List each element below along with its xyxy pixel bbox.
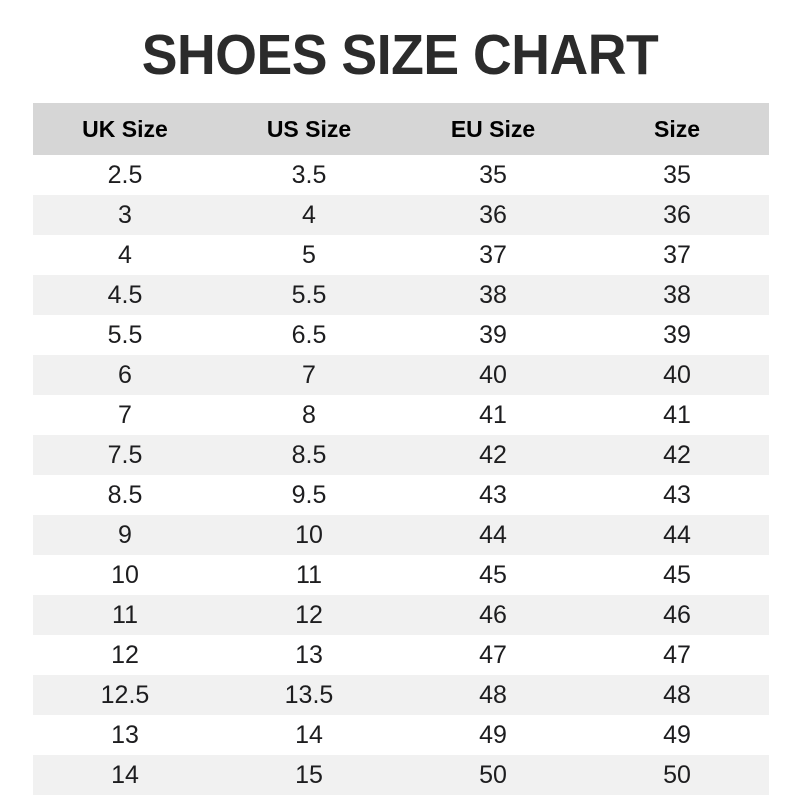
cell-size: 47 (585, 635, 769, 675)
cell-uk-size: 9 (33, 515, 217, 555)
table-row: 14 15 50 50 (33, 755, 769, 795)
cell-eu-size: 40 (401, 355, 585, 395)
table-row: 12 13 47 47 (33, 635, 769, 675)
cell-size: 38 (585, 275, 769, 315)
cell-uk-size: 10 (33, 555, 217, 595)
cell-uk-size: 4.5 (33, 275, 217, 315)
cell-eu-size: 38 (401, 275, 585, 315)
cell-size: 36 (585, 195, 769, 235)
cell-us-size: 13.5 (217, 675, 401, 715)
cell-eu-size: 44 (401, 515, 585, 555)
table-row: 3 4 36 36 (33, 195, 769, 235)
cell-size: 42 (585, 435, 769, 475)
cell-size: 37 (585, 235, 769, 275)
cell-uk-size: 11 (33, 595, 217, 635)
cell-size: 43 (585, 475, 769, 515)
page-title: SHOES SIZE CHART (141, 23, 659, 87)
table-row: 7.5 8.5 42 42 (33, 435, 769, 475)
cell-uk-size: 14 (33, 755, 217, 795)
table-row: 4 5 37 37 (33, 235, 769, 275)
cell-uk-size: 6 (33, 355, 217, 395)
cell-size: 49 (585, 715, 769, 755)
cell-us-size: 3.5 (217, 155, 401, 195)
cell-eu-size: 43 (401, 475, 585, 515)
cell-us-size: 4 (217, 195, 401, 235)
table-row: 9 10 44 44 (33, 515, 769, 555)
cell-uk-size: 7.5 (33, 435, 217, 475)
cell-size: 44 (585, 515, 769, 555)
column-header-size: Size (585, 103, 769, 155)
shoes-size-table: UK Size US Size EU Size Size 2.5 3.5 35 35 3… (33, 103, 769, 795)
table-row: 8.5 9.5 43 43 (33, 475, 769, 515)
cell-uk-size: 12.5 (33, 675, 217, 715)
table-row: 5.5 6.5 39 39 (33, 315, 769, 355)
cell-uk-size: 3 (33, 195, 217, 235)
cell-eu-size: 49 (401, 715, 585, 755)
table-row: 4.5 5.5 38 38 (33, 275, 769, 315)
cell-us-size: 7 (217, 355, 401, 395)
cell-uk-size: 7 (33, 395, 217, 435)
cell-eu-size: 45 (401, 555, 585, 595)
cell-size: 50 (585, 755, 769, 795)
cell-us-size: 5.5 (217, 275, 401, 315)
table-row: 2.5 3.5 35 35 (33, 155, 769, 195)
cell-eu-size: 42 (401, 435, 585, 475)
cell-us-size: 15 (217, 755, 401, 795)
cell-us-size: 6.5 (217, 315, 401, 355)
cell-uk-size: 5.5 (33, 315, 217, 355)
table-row: 13 14 49 49 (33, 715, 769, 755)
table-row: 6 7 40 40 (33, 355, 769, 395)
cell-us-size: 10 (217, 515, 401, 555)
cell-us-size: 11 (217, 555, 401, 595)
column-header-uk-size: UK Size (33, 103, 217, 155)
cell-eu-size: 41 (401, 395, 585, 435)
column-header-eu-size: EU Size (401, 103, 585, 155)
table-row: 7 8 41 41 (33, 395, 769, 435)
cell-us-size: 8.5 (217, 435, 401, 475)
table-header-row: UK Size US Size EU Size Size (33, 103, 769, 155)
table-row: 11 12 46 46 (33, 595, 769, 635)
cell-us-size: 13 (217, 635, 401, 675)
cell-size: 39 (585, 315, 769, 355)
table-row: 10 11 45 45 (33, 555, 769, 595)
cell-us-size: 8 (217, 395, 401, 435)
cell-us-size: 5 (217, 235, 401, 275)
cell-eu-size: 46 (401, 595, 585, 635)
cell-size: 41 (585, 395, 769, 435)
cell-size: 45 (585, 555, 769, 595)
table-header: UK Size US Size EU Size Size (33, 103, 769, 155)
cell-eu-size: 36 (401, 195, 585, 235)
cell-uk-size: 12 (33, 635, 217, 675)
table-row: 12.5 13.5 48 48 (33, 675, 769, 715)
cell-eu-size: 39 (401, 315, 585, 355)
cell-size: 46 (585, 595, 769, 635)
cell-us-size: 9.5 (217, 475, 401, 515)
cell-size: 48 (585, 675, 769, 715)
cell-eu-size: 35 (401, 155, 585, 195)
cell-uk-size: 2.5 (33, 155, 217, 195)
cell-uk-size: 13 (33, 715, 217, 755)
cell-eu-size: 48 (401, 675, 585, 715)
cell-eu-size: 50 (401, 755, 585, 795)
cell-us-size: 14 (217, 715, 401, 755)
cell-eu-size: 37 (401, 235, 585, 275)
cell-us-size: 12 (217, 595, 401, 635)
cell-eu-size: 47 (401, 635, 585, 675)
cell-size: 35 (585, 155, 769, 195)
table-body: 2.5 3.5 35 35 3 4 36 36 4 5 37 37 4.5 5.5 38 38 5.5 6.5 39… (33, 155, 769, 795)
cell-size: 40 (585, 355, 769, 395)
cell-uk-size: 4 (33, 235, 217, 275)
cell-uk-size: 8.5 (33, 475, 217, 515)
column-header-us-size: US Size (217, 103, 401, 155)
